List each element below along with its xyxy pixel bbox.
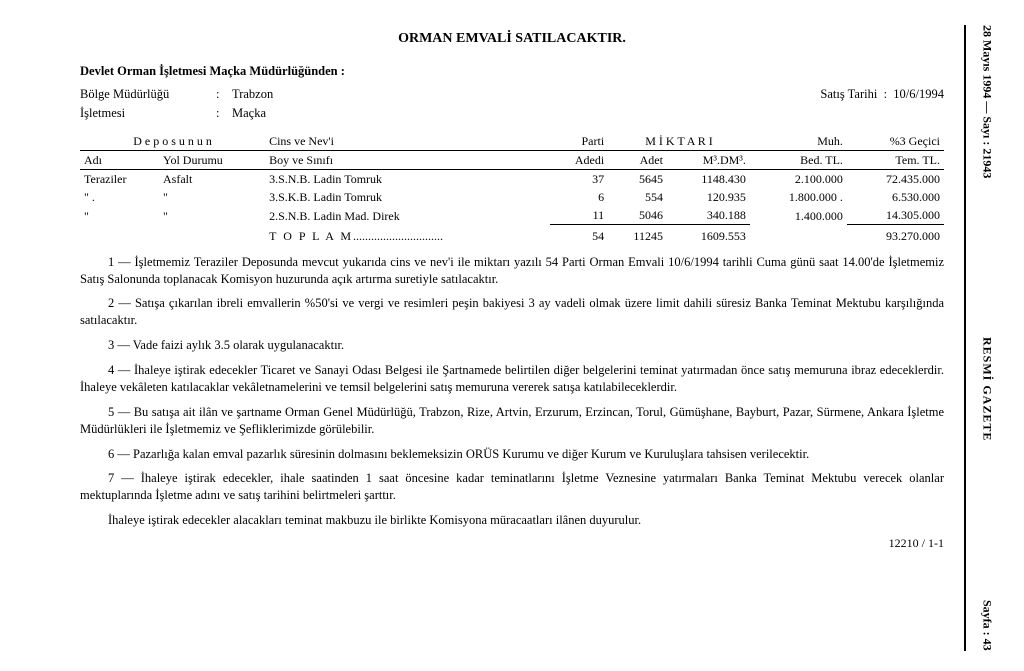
reference-number: 12210 / 1-1 bbox=[80, 535, 944, 551]
colon: : bbox=[216, 86, 226, 103]
cell-yol: Asfalt bbox=[159, 169, 265, 188]
para-8: İhaleye iştirak edecekler alacakları tem… bbox=[80, 512, 944, 529]
total-tem: 93.270.000 bbox=[847, 225, 944, 246]
cell-m3: 340.188 bbox=[667, 206, 750, 225]
cell-cins: 3.S.N.B. Ladin Tomruk bbox=[265, 169, 550, 188]
side-mid: RESMİ GAZETE bbox=[980, 337, 995, 441]
cell-bed: 2.100.000 bbox=[750, 169, 847, 188]
table-total-row: T O P L A M.............................… bbox=[80, 225, 944, 246]
th-muh: Muh. bbox=[750, 132, 847, 151]
th-parti: Parti bbox=[550, 132, 608, 151]
para-4: 4 — İhaleye iştirak edecekler Ticaret ve… bbox=[80, 362, 944, 396]
para-3: 3 — Vade faizi aylık 3.5 olarak uygulana… bbox=[80, 337, 944, 354]
cell-adet: 554 bbox=[608, 188, 667, 206]
cell-adi: Teraziler bbox=[80, 169, 159, 188]
para-2: 2 — Satışa çıkarılan ibreli emvallerin %… bbox=[80, 295, 944, 329]
th-m3: M³.DM³. bbox=[667, 150, 750, 169]
side-gutter: 28 Mayıs 1994 — Sayı : 21943 RESMİ GAZET… bbox=[964, 25, 1002, 651]
table-row: Teraziler Asfalt 3.S.N.B. Ladin Tomruk 3… bbox=[80, 169, 944, 188]
total-m3: 1609.553 bbox=[667, 225, 750, 246]
cell-m3: 120.935 bbox=[667, 188, 750, 206]
th-miktari: M İ K T A R I bbox=[608, 132, 750, 151]
header-row-2: Adı Yol Durumu Boy ve Sınıfı Adedi Adet … bbox=[80, 150, 944, 169]
side-bot: Sayfa : 43 bbox=[980, 600, 995, 651]
table-row: " . " 3.S.K.B. Ladin Tomruk 6 554 120.93… bbox=[80, 188, 944, 206]
satis-value: 10/6/1994 bbox=[893, 87, 944, 101]
bolge-label: Bölge Müdürlüğü bbox=[80, 86, 210, 103]
th-adi: Adı bbox=[80, 150, 159, 169]
cell-tem: 14.305.000 bbox=[847, 206, 944, 225]
colon: : bbox=[216, 105, 226, 122]
th-adet: Adet bbox=[608, 150, 667, 169]
cell-parti: 11 bbox=[550, 206, 608, 225]
total-label-text: T O P L A M bbox=[269, 229, 353, 243]
total-label: T O P L A M.............................… bbox=[265, 225, 550, 246]
cell-cins: 2.S.N.B. Ladin Mad. Direk bbox=[265, 206, 550, 225]
th-depo: D e p o s u n u n bbox=[80, 132, 265, 151]
cell-adet: 5645 bbox=[608, 169, 667, 188]
cell-parti: 6 bbox=[550, 188, 608, 206]
cell-tem: 72.435.000 bbox=[847, 169, 944, 188]
cell-adi: " bbox=[80, 206, 159, 225]
total-adet: 11245 bbox=[608, 225, 667, 246]
th-cins: Cins ve Nev'i bbox=[265, 132, 550, 151]
notice-source: Devlet Orman İşletmesi Maçka Müdürlüğünd… bbox=[80, 63, 944, 80]
page-content: ORMAN EMVALİ SATILACAKTIR. Devlet Orman … bbox=[80, 30, 944, 651]
para-5: 5 — Bu satışa ait ilân ve şartname Orman… bbox=[80, 404, 944, 438]
table-body: Teraziler Asfalt 3.S.N.B. Ladin Tomruk 3… bbox=[80, 169, 944, 245]
bolge-value: Trabzon bbox=[232, 86, 273, 103]
th-boy: Boy ve Sınıfı bbox=[265, 150, 550, 169]
isletme-value: Maçka bbox=[232, 105, 266, 122]
cell-cins: 3.S.K.B. Ladin Tomruk bbox=[265, 188, 550, 206]
cell-yol: " bbox=[159, 188, 265, 206]
th-bed: Bed. TL. bbox=[750, 150, 847, 169]
table-row: " " 2.S.N.B. Ladin Mad. Direk 11 5046 34… bbox=[80, 206, 944, 225]
th-yol: Yol Durumu bbox=[159, 150, 265, 169]
cell-adi: " . bbox=[80, 188, 159, 206]
side-top: 28 Mayıs 1994 — Sayı : 21943 bbox=[980, 25, 995, 178]
page-title: ORMAN EMVALİ SATILACAKTIR. bbox=[80, 30, 944, 49]
th-tem: Tem. TL. bbox=[847, 150, 944, 169]
cell-yol: " bbox=[159, 206, 265, 225]
cell-parti: 37 bbox=[550, 169, 608, 188]
total-dots: .............................. bbox=[353, 229, 443, 243]
total-parti: 54 bbox=[550, 225, 608, 246]
cell-bed: 1.800.000 . bbox=[750, 188, 847, 206]
para-7: 7 — İhaleye iştirak edecekler, ihale saa… bbox=[80, 470, 944, 504]
cell-tem: 6.530.000 bbox=[847, 188, 944, 206]
th-adedi: Adedi bbox=[550, 150, 608, 169]
th-gecici: %3 Geçici bbox=[847, 132, 944, 151]
meta-row-1: Bölge Müdürlüğü : Trabzon Satış Tarihi :… bbox=[80, 86, 944, 103]
header-row-1: D e p o s u n u n Cins ve Nev'i Parti M … bbox=[80, 132, 944, 151]
isletme-label: İşletmesi bbox=[80, 105, 210, 122]
cell-adet: 5046 bbox=[608, 206, 667, 225]
para-6: 6 — Pazarlığa kalan emval pazarlık süres… bbox=[80, 446, 944, 463]
data-table: D e p o s u n u n Cins ve Nev'i Parti M … bbox=[80, 132, 944, 246]
satis-label: Satış Tarihi bbox=[820, 87, 877, 101]
para-1: 1 — İşletmemiz Teraziler Deposunda mevcu… bbox=[80, 254, 944, 288]
meta-row-2: İşletmesi : Maçka bbox=[80, 105, 944, 122]
colon: : bbox=[880, 87, 893, 101]
cell-m3: 1148.430 bbox=[667, 169, 750, 188]
cell-bed: 1.400.000 bbox=[750, 206, 847, 225]
